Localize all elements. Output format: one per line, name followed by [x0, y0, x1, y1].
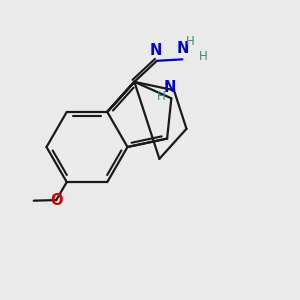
Text: N: N [177, 41, 189, 56]
Text: H: H [158, 90, 166, 103]
Text: H: H [199, 50, 208, 63]
Text: O: O [50, 193, 62, 208]
Text: H: H [186, 35, 195, 48]
Text: N: N [164, 80, 176, 95]
Text: N: N [149, 43, 161, 58]
